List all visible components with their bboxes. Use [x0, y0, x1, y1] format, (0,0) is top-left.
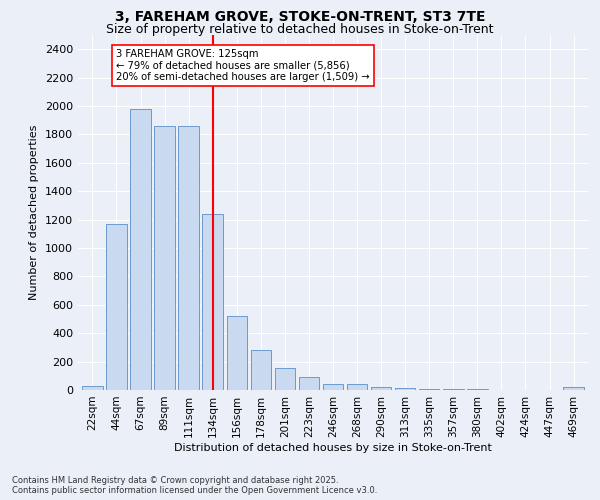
Bar [130, 109, 151, 390]
Bar [299, 377, 319, 390]
Bar [106, 224, 127, 390]
Text: 3 FAREHAM GROVE: 125sqm
← 79% of detached houses are smaller (5,856)
20% of semi: 3 FAREHAM GROVE: 125sqm ← 79% of detache… [116, 49, 370, 82]
Y-axis label: Number of detached properties: Number of detached properties [29, 125, 40, 300]
Bar [227, 316, 247, 390]
Text: Size of property relative to detached houses in Stoke-on-Trent: Size of property relative to detached ho… [106, 22, 494, 36]
Bar [251, 350, 271, 390]
Bar [323, 384, 343, 390]
Bar [395, 388, 415, 390]
Bar [371, 387, 391, 390]
Bar [202, 214, 223, 390]
Bar [154, 126, 175, 390]
Text: Contains HM Land Registry data © Crown copyright and database right 2025.
Contai: Contains HM Land Registry data © Crown c… [12, 476, 377, 495]
X-axis label: Distribution of detached houses by size in Stoke-on-Trent: Distribution of detached houses by size … [174, 442, 492, 452]
Bar [419, 389, 439, 390]
Bar [82, 386, 103, 390]
Bar [178, 126, 199, 390]
Bar [563, 388, 584, 390]
Bar [347, 384, 367, 390]
Bar [275, 368, 295, 390]
Text: 3, FAREHAM GROVE, STOKE-ON-TRENT, ST3 7TE: 3, FAREHAM GROVE, STOKE-ON-TRENT, ST3 7T… [115, 10, 485, 24]
